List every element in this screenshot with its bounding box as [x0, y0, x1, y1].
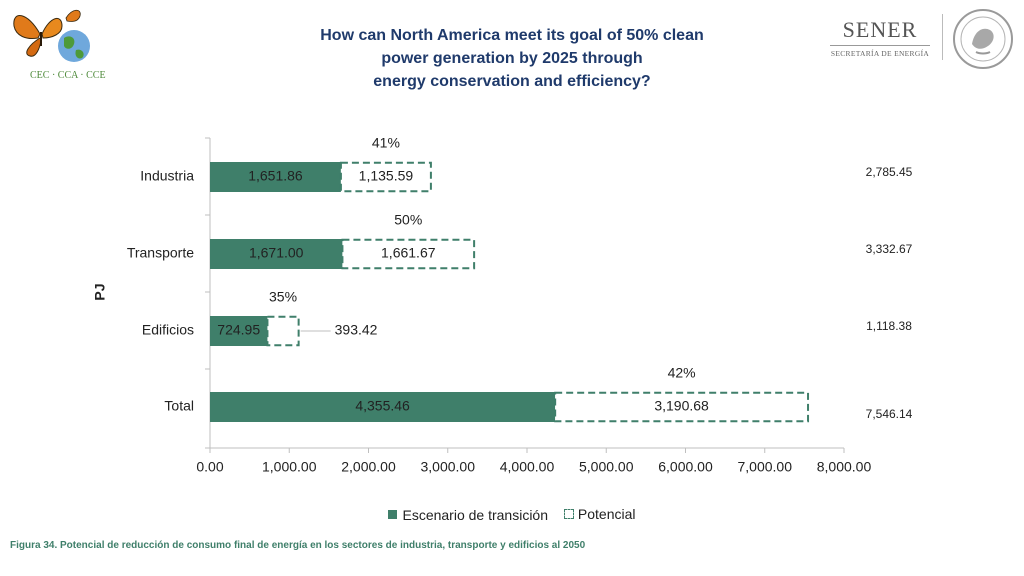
x-tick-label: 0.00 [196, 459, 223, 475]
bar-transicion [210, 316, 268, 346]
total-label: 1,118.38 [866, 319, 912, 333]
figure-caption: Figura 34. Potencial de reducción de con… [10, 540, 586, 551]
x-tick-label: 8,000.00 [817, 459, 872, 475]
cec-logo: CEC · CCA · CCE [10, 4, 110, 84]
x-tick-label: 4,000.00 [500, 459, 555, 475]
data-label-potencial: 1,135.59 [359, 168, 414, 184]
y-tick-label: Total [164, 398, 194, 414]
legend-item-transicion: Escenario de transición [388, 507, 548, 523]
data-label-transicion: 1,651.86 [248, 168, 303, 184]
legend-label-potencial: Potencial [577, 506, 636, 522]
sener-logo-subtitle: SECRETARÍA DE ENERGÍA [830, 49, 930, 58]
sener-logo-rule [830, 45, 930, 46]
bar-transicion [210, 239, 343, 269]
butterfly-icon [13, 9, 81, 57]
bar-transicion [210, 162, 341, 192]
percent-label: 41% [372, 135, 400, 151]
bar-potencial [341, 238, 476, 270]
x-tick-label: 2,000.00 [341, 459, 396, 475]
sener-logo: SENER SECRETARÍA DE ENERGÍA [826, 18, 934, 66]
x-tick-label: 5,000.00 [579, 459, 634, 475]
x-tick-label: 6,000.00 [658, 459, 713, 475]
title-line-3: energy conservation and efficiency? [373, 73, 651, 90]
percent-label: 35% [269, 289, 297, 305]
bar-transicion [210, 392, 556, 422]
mexico-seal-icon [952, 8, 1014, 70]
bar-potencial [339, 161, 432, 193]
percent-label: 50% [394, 212, 422, 228]
y-tick-label: Edificios [142, 322, 194, 338]
sener-logo-name: SENER [842, 17, 918, 42]
legend-item-potencial: Potencial [563, 506, 636, 522]
bar-potencial [266, 315, 300, 347]
x-tick-label: 7,000.00 [738, 459, 793, 475]
y-tick-label: Industria [140, 168, 194, 184]
data-label-transicion: 4,355.46 [355, 398, 410, 414]
data-label-transicion: 724.95 [217, 322, 260, 338]
globe-icon [58, 30, 90, 62]
bar-potencial [554, 391, 810, 423]
cec-logo-text: CEC · CCA · CCE [30, 70, 106, 81]
title-line-1: How can North America meet its goal of 5… [320, 27, 704, 44]
total-label: 2,785.45 [866, 165, 913, 179]
data-label-potencial: 3,190.68 [654, 398, 709, 414]
data-label-potencial: 393.42 [335, 322, 378, 338]
x-tick-label: 1,000.00 [262, 459, 317, 475]
logo-divider [942, 14, 943, 60]
chart-legend: Escenario de transición Potencial [0, 506, 1024, 523]
x-tick-label: 3,000.00 [421, 459, 476, 475]
y-axis-label: PJ [92, 283, 108, 300]
legend-label-transicion: Escenario de transición [402, 506, 549, 523]
chart-title: How can North America meet its goal of 5… [262, 24, 762, 93]
title-line-2: power generation by 2025 through [381, 50, 643, 67]
total-label: 7,546.14 [866, 407, 913, 421]
y-tick-label: Transporte [127, 245, 194, 261]
legend-swatch-solid [388, 510, 398, 519]
percent-label: 42% [668, 365, 696, 381]
data-label-potencial: 1,661.67 [381, 245, 436, 261]
data-label-transicion: 1,671.00 [249, 245, 304, 261]
legend-swatch-dashed [563, 509, 574, 519]
total-label: 3,332.67 [866, 242, 913, 256]
